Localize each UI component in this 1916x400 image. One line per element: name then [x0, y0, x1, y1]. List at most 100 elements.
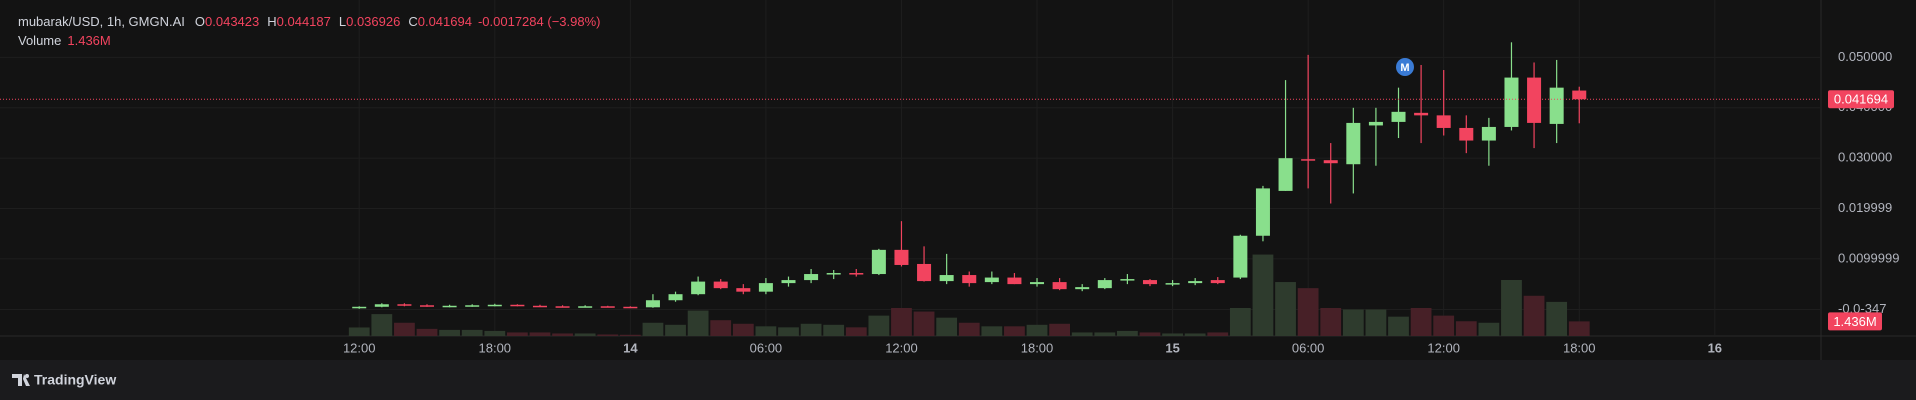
volume-bar — [1162, 333, 1183, 336]
candle-body — [826, 273, 841, 275]
volume-bar — [1455, 321, 1477, 336]
volume-bar — [619, 334, 641, 336]
volume-bar — [936, 317, 958, 336]
candle-body — [1391, 111, 1406, 122]
candle-body — [623, 306, 638, 309]
x-tick-label: 06:00 — [750, 340, 783, 355]
candle-body — [510, 304, 525, 307]
candle-body — [1527, 77, 1542, 123]
x-tick-label: 12:00 — [1427, 340, 1460, 355]
volume-bar — [1320, 308, 1342, 336]
volume-name: Volume — [18, 33, 61, 48]
candle-body — [1210, 280, 1225, 284]
volume-badge-label: 1.436M — [1833, 314, 1876, 329]
volume-bar — [574, 333, 596, 336]
ohlc-key: H — [267, 14, 276, 29]
volume-value: 1.436M — [67, 33, 110, 48]
candle-body — [374, 304, 389, 307]
candle-body — [487, 304, 502, 307]
volume-bar — [1478, 322, 1500, 336]
candle-body — [713, 281, 728, 289]
candle-body — [1301, 159, 1316, 161]
candle-body — [465, 305, 480, 307]
x-tick-label: 15 — [1165, 340, 1179, 355]
x-tick-label: 16 — [1708, 340, 1722, 355]
ohlc-value: 0.036926 — [346, 14, 400, 29]
legend-line: Volume 1.436M — [18, 33, 111, 48]
candle-body — [1233, 235, 1248, 278]
volume-bar — [665, 324, 686, 336]
candle-body — [1052, 282, 1067, 290]
candle-body — [1549, 87, 1564, 124]
x-tick-label: 18:00 — [1563, 340, 1596, 355]
volume-bar — [1275, 282, 1296, 336]
volume-bar — [868, 315, 890, 336]
ohlc-value: 0.041694 — [418, 14, 472, 29]
volume-bar — [394, 322, 415, 336]
candle-body — [1436, 115, 1451, 128]
candle-body — [962, 275, 977, 284]
tradingview-logo — [12, 374, 30, 386]
ohlc-key: L — [339, 14, 346, 29]
candle-body — [1504, 77, 1519, 127]
candle-body — [781, 280, 796, 284]
volume-bar — [891, 308, 912, 336]
candle-body — [1165, 283, 1180, 285]
volume-bar — [439, 329, 460, 336]
candle-body — [894, 249, 909, 265]
candle-body — [668, 294, 683, 301]
axes: 12:00 18:00 14 06:00 12:00 18:00 15 06:00 12:00 1… — [0, 49, 1899, 355]
volume-bar — [597, 334, 619, 336]
volume-bar — [1568, 321, 1590, 336]
volume-pane — [348, 254, 1590, 336]
grid — [0, 0, 1821, 336]
volume-bar — [800, 323, 822, 336]
candle-body — [1368, 121, 1383, 126]
candles — [352, 42, 1587, 309]
y-tick-label: 0.0099999 — [1838, 250, 1899, 265]
volume-bar — [1297, 288, 1319, 336]
volume-bar — [823, 324, 845, 336]
candle-body — [804, 274, 819, 281]
candle-body — [1120, 279, 1135, 281]
volume-bar — [1252, 254, 1274, 336]
candle-body — [917, 263, 932, 282]
volume-bar — [1004, 326, 1025, 336]
candle-body — [1075, 287, 1090, 290]
candle-body — [578, 306, 593, 308]
x-tick-label: 18:00 — [479, 340, 512, 355]
candle-body — [1572, 90, 1587, 100]
candle-body — [352, 306, 367, 309]
volume-bar — [348, 327, 370, 336]
volume-bar — [1207, 332, 1229, 336]
candle-body — [939, 275, 954, 282]
ohlc-key: O — [195, 14, 205, 29]
volume-bar — [1071, 332, 1093, 336]
y-tick-label: -0.0-347 — [1838, 301, 1886, 316]
volume-bar — [1184, 333, 1206, 336]
y-tick-label: 0.030000 — [1838, 150, 1892, 165]
x-tick-label: 12:00 — [885, 340, 918, 355]
candle-body — [984, 277, 999, 283]
volume-bar — [981, 326, 1003, 336]
ohlc-value: 0.043423 — [205, 14, 259, 29]
volume-bar — [416, 328, 438, 336]
ohlc-key: C — [408, 14, 417, 29]
volume-bar — [1546, 301, 1568, 336]
volume-bar — [461, 329, 483, 336]
candle-body — [1459, 127, 1474, 141]
candle-body — [1030, 282, 1045, 285]
brand: TradingView — [34, 372, 116, 388]
x-tick-label: 14 — [623, 340, 638, 355]
volume-bar — [1139, 332, 1161, 336]
marker-icon[interactable] — [1396, 58, 1414, 76]
candle-body — [1481, 126, 1496, 141]
ohlc-value: 0.044187 — [277, 14, 331, 29]
change: -0.0017284 (−3.98%) — [478, 14, 601, 29]
x-tick-label: 12:00 — [343, 340, 376, 355]
candle-body — [442, 305, 457, 308]
volume-bar — [1388, 316, 1409, 336]
volume-bar — [1026, 324, 1048, 336]
